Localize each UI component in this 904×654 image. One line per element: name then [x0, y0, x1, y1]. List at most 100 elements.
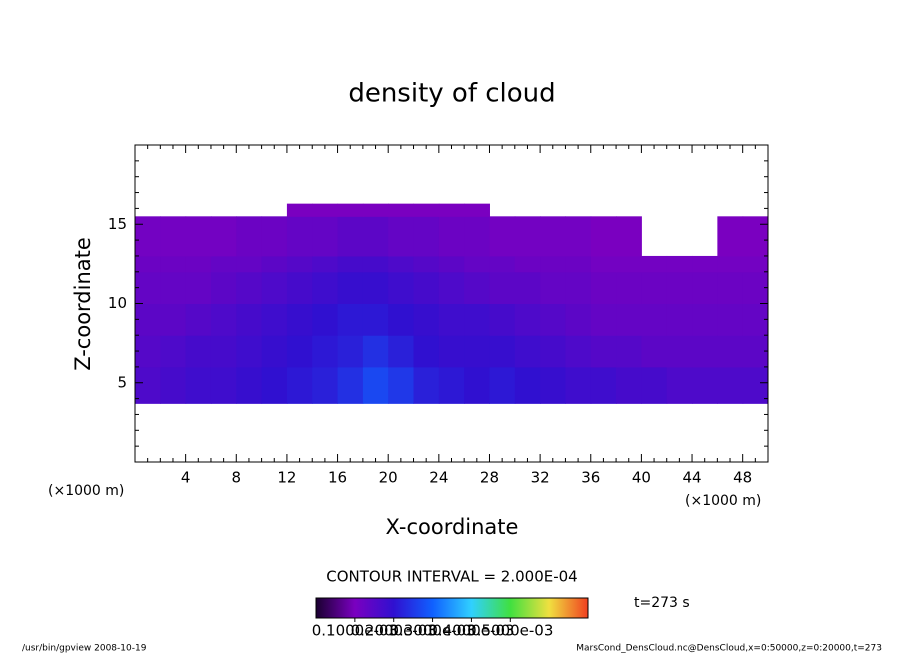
heat-cell — [185, 335, 212, 368]
heat-cell — [185, 255, 212, 273]
heat-cell — [286, 366, 313, 404]
heat-cell — [261, 303, 288, 336]
heat-cell — [590, 255, 617, 273]
heat-cell — [337, 216, 364, 257]
heat-cell — [337, 203, 364, 217]
heat-cell — [160, 271, 187, 304]
heat-cell — [362, 271, 389, 304]
heat-cell — [286, 303, 313, 336]
y-tick-label: 10 — [108, 294, 127, 312]
heat-cell — [717, 303, 744, 336]
heat-cell — [261, 271, 288, 304]
heat-cell — [717, 366, 744, 404]
heat-cell — [312, 216, 339, 257]
heat-cell — [362, 366, 389, 404]
chart-title: density of cloud — [348, 79, 555, 109]
x-tick-label: 4 — [181, 469, 191, 487]
heat-cell — [616, 271, 642, 304]
heat-cell — [438, 255, 465, 273]
heat-cell — [438, 366, 465, 404]
heat-cell — [312, 255, 339, 273]
heat-cell — [388, 303, 415, 336]
heat-cell — [185, 303, 212, 336]
heat-cell — [413, 216, 440, 257]
heat-cell — [160, 366, 187, 404]
heat-cell — [666, 255, 693, 273]
heat-cell — [185, 366, 212, 404]
colorbar-tick-label: 0.5000e-03 — [467, 622, 553, 640]
heat-cell — [312, 366, 339, 404]
heat-cell — [692, 335, 718, 368]
heat-cell — [590, 303, 617, 336]
heat-cell — [362, 203, 389, 217]
heat-cell — [210, 255, 237, 273]
heat-cell — [362, 335, 389, 368]
heat-cell — [286, 203, 313, 217]
heat-cell — [590, 335, 617, 368]
y-axis-label: Z-coordinate — [71, 237, 95, 371]
heat-cell — [464, 203, 490, 217]
heat-cell — [388, 203, 415, 217]
heat-cell — [590, 216, 617, 257]
heat-cell — [717, 271, 744, 304]
heat-cell — [540, 216, 566, 257]
x-tick-label: 20 — [379, 469, 398, 487]
heat-cell — [236, 255, 263, 273]
heat-cell — [565, 366, 592, 404]
heat-cell — [464, 366, 490, 404]
heat-cell — [210, 271, 237, 304]
heat-cell — [236, 216, 263, 257]
heat-cell — [210, 216, 237, 257]
heat-cell — [261, 216, 288, 257]
heat-cell — [388, 255, 415, 273]
heat-cell — [388, 366, 415, 404]
heat-cell — [616, 303, 642, 336]
x-unit-label: (×1000 m) — [48, 483, 124, 499]
x-axis-label: X-coordinate — [386, 515, 519, 539]
heat-cell — [337, 255, 364, 273]
heat-cell — [413, 203, 440, 217]
x-tick-label: 32 — [531, 469, 550, 487]
heat-cell — [438, 303, 465, 336]
heat-cell — [413, 335, 440, 368]
heat-cell — [717, 216, 744, 257]
x-unit-label: (×1000 m) — [685, 493, 761, 509]
heat-cell — [565, 335, 592, 368]
heat-cell — [337, 271, 364, 304]
heat-cell — [641, 366, 668, 404]
heat-cell — [438, 203, 465, 217]
heat-cell — [565, 271, 592, 304]
heat-cell — [489, 303, 516, 336]
colorbar-tick-label: 0.3000e-03 — [389, 622, 475, 640]
heat-cell — [286, 335, 313, 368]
heat-cell — [362, 303, 389, 336]
heat-cell — [641, 255, 668, 273]
heat-cell — [692, 366, 718, 404]
colorbar-tick-label: 0.2000e-03 — [351, 622, 437, 640]
heat-cell — [616, 255, 642, 273]
heat-cell — [135, 255, 161, 273]
heat-cell — [388, 335, 415, 368]
heat-cell — [160, 303, 187, 336]
heat-cell — [464, 271, 490, 304]
time-label: t=273 s — [634, 595, 690, 611]
x-tick-label: 8 — [232, 469, 242, 487]
x-tick-label: 12 — [277, 469, 296, 487]
heat-cell — [388, 216, 415, 257]
colorbar-tick-label: 0.4000e-03 — [428, 622, 514, 640]
heat-cell — [590, 271, 617, 304]
heat-cell — [135, 366, 161, 404]
heat-cell — [514, 271, 541, 304]
heat-cell — [641, 303, 668, 336]
heat-cell — [540, 271, 566, 304]
heat-cell — [666, 335, 693, 368]
heat-cell — [514, 303, 541, 336]
heat-cell — [641, 271, 668, 304]
x-tick-label: 36 — [581, 469, 600, 487]
heat-cell — [286, 255, 313, 273]
x-tick-label: 40 — [632, 469, 651, 487]
heat-cell — [160, 216, 187, 257]
heat-cell — [464, 216, 490, 257]
footer-right: MarsCond_DensCloud.nc@DensCloud,x=0:5000… — [576, 644, 882, 654]
